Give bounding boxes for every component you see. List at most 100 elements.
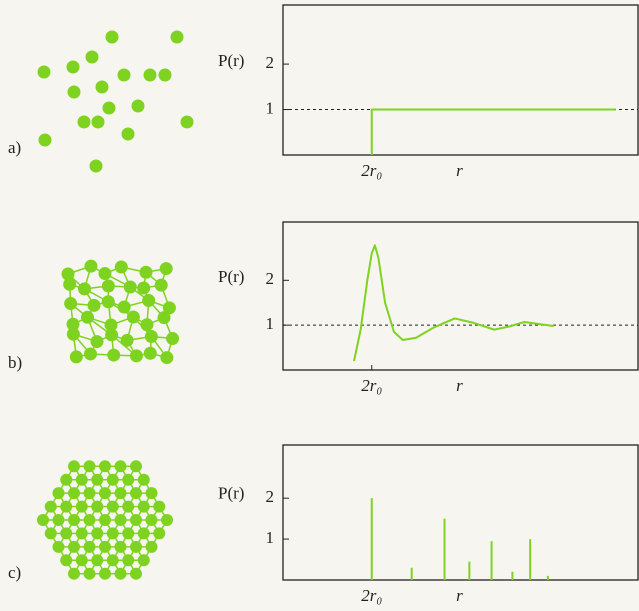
particle xyxy=(91,501,103,513)
particle xyxy=(132,100,145,113)
data-line xyxy=(354,245,554,361)
particle xyxy=(130,568,142,580)
particle xyxy=(124,281,137,294)
y-axis-label: P(r) xyxy=(218,267,244,286)
particle xyxy=(102,280,115,293)
particle xyxy=(153,501,165,513)
particle xyxy=(84,460,96,472)
particle xyxy=(121,334,134,347)
x-tick-label: 2r₀ xyxy=(361,586,382,605)
particle xyxy=(84,260,97,273)
particle xyxy=(60,501,72,513)
figure: a)P(r)r122r₀b)P(r)r122r₀c)P(r)r122r₀ xyxy=(0,0,639,611)
particle xyxy=(53,514,65,526)
particle xyxy=(144,347,157,360)
particle xyxy=(122,501,134,513)
particle xyxy=(127,311,140,324)
particle xyxy=(115,261,128,274)
x-tick-label: 2r₀ xyxy=(361,161,382,180)
data-line xyxy=(372,110,616,155)
particle xyxy=(144,69,157,82)
particle xyxy=(142,294,155,307)
y-tick-label: 1 xyxy=(266,98,275,117)
particle xyxy=(122,474,134,486)
particle xyxy=(91,474,103,486)
particle xyxy=(67,61,80,74)
particle xyxy=(106,31,119,44)
particle xyxy=(53,541,65,553)
particle xyxy=(87,299,100,312)
particle xyxy=(153,527,165,539)
particle xyxy=(122,554,134,566)
particle xyxy=(84,568,96,580)
y-tick-label: 1 xyxy=(266,528,275,547)
y-tick-label: 2 xyxy=(266,53,275,72)
particle xyxy=(99,541,111,553)
particle xyxy=(138,474,150,486)
particle xyxy=(155,279,168,292)
particle xyxy=(107,501,119,513)
y-axis-label: P(r) xyxy=(218,483,244,502)
particle xyxy=(181,116,194,129)
particle xyxy=(78,116,91,129)
particle xyxy=(107,554,119,566)
panel-label: b) xyxy=(8,353,22,372)
particle xyxy=(92,116,105,129)
particle xyxy=(146,487,158,499)
particle xyxy=(38,66,51,79)
particle xyxy=(122,128,135,141)
particle xyxy=(166,332,179,345)
particle xyxy=(102,295,115,308)
particle xyxy=(138,527,150,539)
particle xyxy=(140,318,153,331)
particle xyxy=(99,487,111,499)
particle xyxy=(60,554,72,566)
particle xyxy=(98,267,111,280)
panel-label: a) xyxy=(8,138,21,157)
particle xyxy=(90,160,103,173)
x-axis-label: r xyxy=(456,161,463,180)
particle xyxy=(60,474,72,486)
particle xyxy=(137,281,150,294)
particle xyxy=(96,81,109,94)
particle xyxy=(68,568,80,580)
particle xyxy=(158,311,171,324)
particle xyxy=(139,266,152,279)
particle xyxy=(130,460,142,472)
particle xyxy=(76,527,88,539)
particle xyxy=(103,102,116,115)
particle xyxy=(70,350,83,363)
particle xyxy=(76,474,88,486)
particle xyxy=(130,541,142,553)
particle xyxy=(84,514,96,526)
particle xyxy=(76,501,88,513)
particle xyxy=(78,282,91,295)
particle xyxy=(122,527,134,539)
particle xyxy=(68,86,81,99)
particle xyxy=(115,460,127,472)
particle xyxy=(84,541,96,553)
particle xyxy=(91,554,103,566)
particle xyxy=(63,278,76,291)
particle xyxy=(115,487,127,499)
particle xyxy=(68,487,80,499)
particle xyxy=(84,487,96,499)
particle xyxy=(99,514,111,526)
particle xyxy=(53,487,65,499)
particle-illustrations xyxy=(37,31,194,580)
particle xyxy=(99,568,111,580)
particle xyxy=(37,514,49,526)
particle xyxy=(67,328,80,341)
particle xyxy=(68,514,80,526)
particle xyxy=(91,527,103,539)
particle xyxy=(130,349,143,362)
particle xyxy=(118,300,131,313)
particle xyxy=(45,527,57,539)
particle xyxy=(138,554,150,566)
plot-frame xyxy=(283,5,638,155)
particle xyxy=(64,297,77,310)
particle xyxy=(161,514,173,526)
particle xyxy=(68,541,80,553)
particle xyxy=(115,514,127,526)
